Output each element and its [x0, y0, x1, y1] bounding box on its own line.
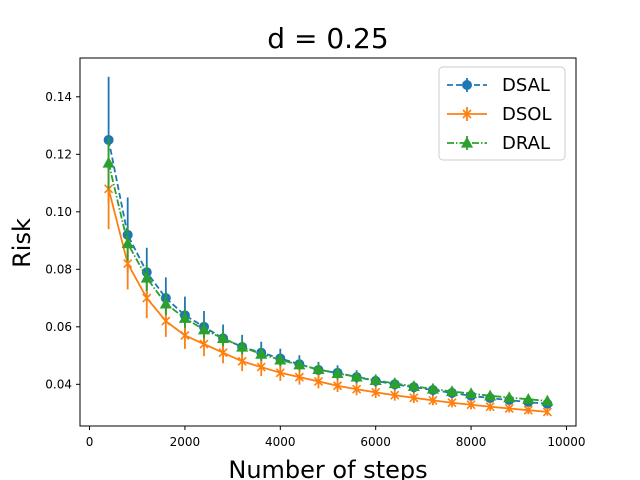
- data-point: [466, 400, 476, 410]
- y-axis: 0.04 0.06 0.08 0.10 0.12 0.14: [45, 90, 80, 391]
- data-point: [161, 316, 171, 326]
- data-point: [218, 348, 228, 358]
- chart-title: d = 0.25: [267, 22, 388, 55]
- data-point: [142, 293, 152, 303]
- data-point: [104, 184, 114, 194]
- legend-marker: [462, 80, 472, 90]
- data-point: [369, 374, 382, 385]
- data-point: [312, 363, 325, 375]
- legend-marker: [462, 109, 472, 119]
- data-point: [237, 356, 247, 366]
- y-axis-title: Risk: [8, 218, 36, 268]
- x-tick-label: 6000: [360, 435, 391, 449]
- data-point: [541, 394, 554, 406]
- y-tick-label: 0.08: [45, 262, 72, 276]
- data-point: [102, 156, 115, 168]
- x-tick-label: 8000: [456, 435, 487, 449]
- data-point: [332, 381, 343, 391]
- legend-entry-dsal: DSAL: [447, 75, 550, 96]
- y-tick-label: 0.06: [45, 320, 72, 334]
- data-point: [371, 387, 381, 397]
- series-line: [107, 139, 548, 405]
- series-line: [107, 188, 548, 413]
- data-point: [178, 311, 191, 323]
- data-point: [313, 376, 324, 387]
- y-tick-label: 0.12: [45, 147, 72, 161]
- data-point: [426, 382, 439, 394]
- data-point: [293, 358, 306, 370]
- y-tick-label: 0.10: [45, 205, 72, 219]
- data-point: [447, 398, 457, 408]
- data-point: [390, 390, 400, 400]
- x-tick-label: 2000: [170, 435, 201, 449]
- legend-label: DRAL: [502, 133, 550, 154]
- series-dsol: [104, 148, 552, 417]
- y-tick-label: 0.14: [45, 90, 72, 104]
- data-point: [522, 393, 535, 404]
- data-point: [484, 389, 497, 401]
- x-axis: 0 2000 4000 6000 8000 10000: [86, 426, 586, 449]
- data-point: [236, 340, 249, 352]
- data-point: [542, 407, 552, 417]
- data-point: [503, 391, 516, 403]
- x-tick-label: 4000: [265, 435, 296, 449]
- data-point: [485, 402, 495, 412]
- x-axis-title: Number of steps: [228, 456, 427, 480]
- data-point: [465, 387, 478, 399]
- data-point: [275, 368, 285, 378]
- data-point: [159, 297, 172, 309]
- legend-entry-dsol: DSOL: [447, 104, 551, 125]
- data-point: [409, 393, 419, 403]
- legend-label: DSOL: [502, 104, 551, 125]
- data-point: [350, 370, 363, 382]
- data-point: [294, 372, 304, 382]
- data-point: [523, 405, 533, 415]
- data-point: [121, 237, 134, 249]
- plot-frame: [79, 57, 577, 427]
- x-tick-label: 0: [86, 435, 94, 449]
- x-tick-label: 10000: [547, 435, 585, 449]
- series-dral: [102, 137, 554, 406]
- data-point: [428, 395, 438, 405]
- data-point: [352, 384, 362, 394]
- legend-label: DSAL: [502, 75, 550, 96]
- data-point: [217, 332, 230, 343]
- data-point: [180, 330, 190, 341]
- data-point: [256, 362, 266, 372]
- legend: DSAL DSOL DRAL: [438, 66, 566, 161]
- legend-entry-dral: DRAL: [447, 133, 550, 154]
- data-point: [504, 403, 514, 414]
- data-point: [140, 271, 153, 283]
- y-tick-label: 0.04: [45, 377, 72, 391]
- plot-area: [102, 76, 554, 417]
- data-point: [199, 339, 209, 349]
- data-point: [274, 353, 287, 365]
- series-line: [107, 162, 548, 402]
- data-point: [407, 380, 420, 391]
- data-point: [445, 385, 459, 397]
- data-point: [388, 377, 401, 389]
- data-point: [331, 367, 344, 379]
- data-point: [255, 347, 268, 359]
- legend-marker: [460, 136, 474, 148]
- data-point: [123, 258, 133, 269]
- data-point: [197, 323, 211, 335]
- legend-box: [438, 66, 566, 161]
